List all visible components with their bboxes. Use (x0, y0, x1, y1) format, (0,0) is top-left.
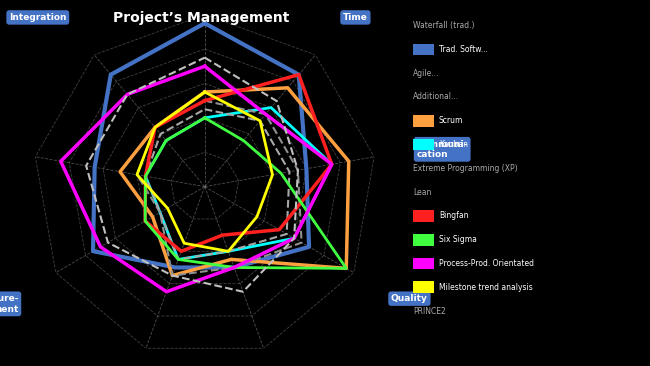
Text: Procure-
ment: Procure- ment (0, 294, 19, 314)
Text: Bingfan: Bingfan (439, 212, 468, 220)
Text: Lean: Lean (413, 188, 431, 197)
Text: Additional...: Additional... (413, 93, 459, 101)
Text: Quality: Quality (391, 294, 428, 303)
Text: Trad. Softw...: Trad. Softw... (439, 45, 488, 54)
Text: Extreme Programming (XP): Extreme Programming (XP) (413, 164, 517, 173)
Text: Communi-
cation: Communi- cation (417, 139, 468, 159)
Text: PRINCE2: PRINCE2 (413, 307, 445, 315)
Text: Project’s Management: Project’s Management (113, 11, 290, 25)
Text: Kanban: Kanban (439, 140, 468, 149)
Text: Agile...: Agile... (413, 69, 439, 78)
Text: Process-Prod. Orientated: Process-Prod. Orientated (439, 259, 534, 268)
Text: Integration: Integration (9, 13, 66, 22)
Text: Time: Time (343, 13, 368, 22)
Text: Waterfall (trad.): Waterfall (trad.) (413, 21, 474, 30)
Text: Scrum: Scrum (439, 116, 463, 125)
Text: Six Sigma: Six Sigma (439, 235, 476, 244)
Text: Milestone trend analysis: Milestone trend analysis (439, 283, 532, 292)
